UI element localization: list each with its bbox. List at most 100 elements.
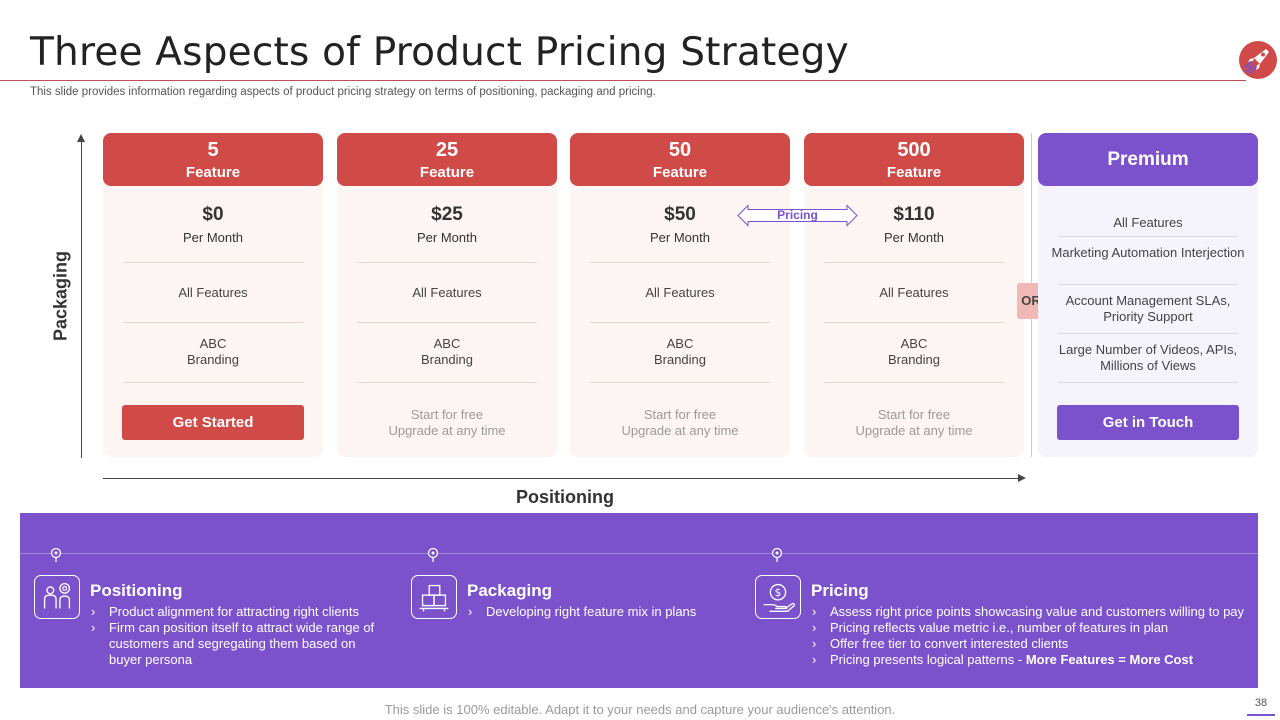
plan-features: All Features — [412, 285, 482, 300]
divider — [123, 382, 303, 383]
plan-free-note: Start for free Upgrade at any time — [570, 407, 790, 439]
plan-branding: ABC Branding — [337, 336, 557, 368]
plan-feature-count: 500 — [897, 139, 931, 161]
plan-feature-unit: Feature — [652, 164, 708, 181]
plan-features: All Features — [645, 285, 715, 300]
plan-card-500-feature: 500 Feature $110 Per Month All Features … — [804, 133, 1024, 457]
free-note-line1: Start for free — [877, 407, 951, 422]
plan-feature-unit: Feature — [185, 164, 241, 181]
boxes-icon — [411, 575, 457, 619]
plan-card-header: 25 Feature — [337, 133, 557, 186]
plan-period: Per Month — [884, 230, 944, 245]
list-item: Offer free tier to convert interested cl… — [811, 636, 1256, 652]
get-started-button[interactable]: Get Started — [122, 405, 304, 440]
divider — [590, 382, 770, 383]
divider — [357, 262, 537, 263]
free-note-line1: Start for free — [643, 407, 717, 422]
free-note-line2: Upgrade at any time — [621, 423, 739, 438]
pricing-arrow-label: Pricing — [777, 208, 818, 222]
plan-feature-count: 50 — [668, 139, 692, 161]
list-item: Pricing reflects value metric i.e., numb… — [811, 620, 1256, 636]
location-pin-icon — [427, 547, 439, 562]
plan-branding: ABC Branding — [103, 336, 323, 368]
list-item: Assess right price points showcasing val… — [811, 604, 1256, 620]
plan-feature-unit: Feature — [886, 164, 942, 181]
divider — [1058, 236, 1238, 237]
free-note-line2: Upgrade at any time — [855, 423, 973, 438]
band-timeline-line — [20, 553, 1258, 554]
money-hand-icon: $ — [755, 575, 801, 619]
plan-card-premium: Premium All Features Marketing Automatio… — [1038, 133, 1258, 457]
get-in-touch-button[interactable]: Get in Touch — [1057, 405, 1239, 440]
title-divider — [0, 80, 1246, 81]
plan-period: Per Month — [417, 230, 477, 245]
packaging-bullets: Developing right feature mix in plans — [467, 604, 747, 620]
plan-branding: ABC Branding — [570, 336, 790, 368]
premium-item: Large Number of Videos, APIs, Millions o… — [1058, 342, 1238, 373]
plan-price: $25 — [431, 204, 463, 225]
plan-card-5-feature: 5 Feature $0 Per Month All Features ABC … — [103, 133, 323, 457]
plan-feature-count: 5 — [207, 139, 219, 161]
plan-branding-line2: Branding — [420, 352, 474, 367]
list-item: Pricing presents logical patterns - More… — [811, 652, 1256, 668]
plan-feature-unit: Feature — [419, 164, 475, 181]
page-title: Three Aspects of Product Pricing Strateg… — [30, 30, 849, 75]
footer-note: This slide is 100% editable. Adapt it to… — [384, 702, 896, 717]
section-title-pricing: Pricing — [811, 581, 869, 600]
plan-period: Per Month — [183, 230, 243, 245]
plan-price: $50 — [664, 204, 696, 225]
positioning-bullets: Product alignment for attracting right c… — [90, 604, 380, 668]
plan-branding-line1: ABC — [199, 336, 227, 351]
positioning-axis-arrow-icon — [1018, 474, 1026, 482]
plan-price: $0 — [202, 204, 224, 225]
plan-branding-line1: ABC — [900, 336, 928, 351]
divider — [590, 262, 770, 263]
plan-branding: ABC Branding — [804, 336, 1024, 368]
section-title-packaging: Packaging — [467, 581, 553, 600]
divider — [1058, 284, 1238, 285]
plan-free-note: Start for free Upgrade at any time — [804, 407, 1024, 439]
svg-text:$: $ — [775, 587, 782, 599]
plan-card-header: 5 Feature — [103, 133, 323, 186]
divider — [1058, 382, 1238, 383]
plan-branding-line1: ABC — [433, 336, 461, 351]
list-item: Product alignment for attracting right c… — [90, 604, 380, 620]
bullet-text: Pricing presents logical patterns - — [830, 652, 1026, 667]
people-target-icon — [34, 575, 80, 619]
plan-feature-count: 25 — [435, 139, 459, 161]
divider — [590, 322, 770, 323]
premium-title: Premium — [1107, 149, 1189, 170]
plan-branding-line2: Branding — [887, 352, 941, 367]
page-number-underline — [1247, 714, 1275, 716]
pricing-bullets: Assess right price points showcasing val… — [811, 604, 1256, 668]
free-note-line1: Start for free — [410, 407, 484, 422]
plan-features: All Features — [879, 285, 949, 300]
positioning-axis-label: Positioning — [516, 487, 614, 507]
page-subtitle: This slide provides information regardin… — [30, 86, 656, 98]
plan-card-25-feature: 25 Feature $25 Per Month All Features AB… — [337, 133, 557, 457]
plan-branding-line2: Branding — [186, 352, 240, 367]
location-pin-icon — [50, 547, 62, 562]
premium-item: Marketing Automation Interjection — [1051, 245, 1245, 260]
free-note-line2: Upgrade at any time — [388, 423, 506, 438]
plan-period: Per Month — [650, 230, 710, 245]
divider — [824, 322, 1004, 323]
list-item: Firm can position itself to attract wide… — [90, 620, 380, 668]
divider — [824, 262, 1004, 263]
plan-features: All Features — [178, 285, 248, 300]
plan-card-50-feature: 50 Feature $50 Per Month All Features AB… — [570, 133, 790, 457]
page-number: 38 — [1254, 697, 1268, 709]
plan-price: $110 — [893, 204, 935, 225]
bullet-emphasis: More Features = More Cost — [1025, 652, 1194, 667]
rocket-logo-icon — [1239, 41, 1277, 79]
plan-card-header: 50 Feature — [570, 133, 790, 186]
premium-item: All Features — [1113, 215, 1183, 230]
plan-branding-line1: ABC — [666, 336, 694, 351]
plan-card-header: 500 Feature — [804, 133, 1024, 186]
section-title-positioning: Positioning — [90, 581, 183, 600]
pricing-double-arrow-icon — [737, 204, 858, 227]
divider — [1058, 333, 1238, 334]
location-pin-icon — [771, 547, 783, 562]
plan-branding-line2: Branding — [653, 352, 707, 367]
packaging-axis-label: Packaging — [50, 250, 71, 342]
